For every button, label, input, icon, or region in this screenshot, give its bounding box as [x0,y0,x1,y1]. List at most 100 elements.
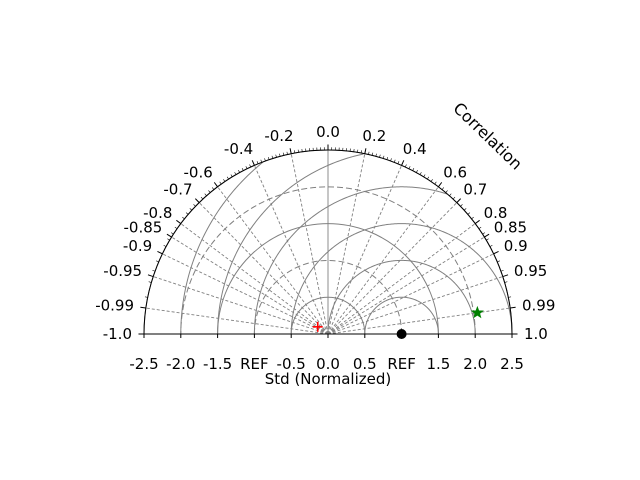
correlation-ray [328,187,438,334]
correlation-minor-tick [431,179,433,181]
correlation-minor-tick [201,197,203,199]
correlation-minor-tick [231,174,232,176]
correlation-minor-tick [167,239,169,240]
correlation-minor-tick [486,239,488,240]
correlation-ray [328,165,402,334]
correlation-minor-tick [398,161,399,164]
correlation-minor-tick [446,191,448,193]
correlation-minor-tick [490,245,492,246]
correlation-minor-tick [212,187,214,189]
correlation-tick-label: -1.0 [103,325,132,343]
correlation-minor-tick [479,227,481,229]
correlation-tick [214,182,217,186]
correlation-minor-tick [460,204,462,206]
correlation-tick-label: -0.2 [264,127,293,145]
x-tick-label: REF [240,355,269,373]
correlation-minor-tick [186,213,188,215]
correlation-minor-tick [405,165,406,168]
x-tick-label: -2.5 [129,355,158,373]
correlation-minor-tick [435,182,437,184]
correlation-minor-tick [265,158,266,161]
correlation-minor-tick [394,160,395,163]
correlation-ray [254,165,328,334]
correlation-minor-tick [208,191,210,193]
correlation-minor-tick [409,166,410,168]
correlation-minor-tick [497,261,500,262]
correlation-ray [328,203,457,334]
correlation-minor-tick [246,166,247,168]
correlation-tick [195,199,199,203]
correlation-tick-label: -0.7 [163,181,192,199]
correlation-minor-tick [238,170,239,172]
correlation-tick-label: 0.7 [463,181,487,199]
correlation-tick [157,251,162,253]
correlation-minor-tick [505,282,508,283]
correlation-tick-label: 0.6 [443,163,467,181]
x-tick-label: 1.5 [426,355,450,373]
correlation-minor-tick [223,179,225,181]
correlation-tick-label: 0.0 [316,123,340,141]
reference-marker [397,329,407,339]
correlation-tick-label: 1.0 [524,325,548,343]
correlation-minor-tick [220,182,222,184]
correlation-tick-label: 0.9 [504,237,528,255]
correlation-minor-tick [416,170,417,172]
correlation-minor-tick [156,261,159,262]
correlation-minor-tick [376,154,377,157]
correlation-ray [328,154,365,334]
correlation-minor-tick [391,158,392,161]
correlation-ray [172,237,328,334]
correlation-minor-tick [257,161,258,164]
rms-contour [254,187,447,334]
x-tick-label: -2.0 [166,355,195,373]
correlation-tick-label: -0.9 [123,237,152,255]
correlation-minor-tick [380,155,381,158]
correlation-minor-tick [442,187,444,189]
correlation-minor-tick [227,177,228,179]
correlation-minor-tick [453,197,455,199]
x-tick-label: 0.5 [353,355,377,373]
correlation-tick-label: 0.85 [494,219,527,237]
correlation-tick [494,251,499,253]
correlation-tick-label: 0.99 [522,297,555,315]
correlation-minor-tick [242,168,243,170]
x-tick-label: 2.0 [463,355,487,373]
correlation-minor-tick [272,156,273,159]
correlation-tick [475,220,479,223]
correlation-tick-label: 0.4 [403,140,427,158]
correlation-tick [438,182,441,186]
x-tick-label: -1.5 [203,355,232,373]
correlation-tick [484,234,489,237]
correlation-tick [402,160,404,165]
correlation-minor-tick [424,174,425,176]
correlation-minor-tick [175,227,177,229]
correlation-minor-tick [182,217,184,219]
correlation-tick-label: -0.6 [184,163,213,181]
correlation-ray [291,154,328,334]
correlation-minor-tick [472,217,474,219]
correlation-minor-tick [171,233,173,234]
correlation-minor-tick [250,165,251,168]
correlation-ray [218,187,328,334]
x-tick-label: 2.5 [500,355,524,373]
x-tick-label: -0.5 [277,355,306,373]
correlation-minor-tick [261,160,262,163]
correlation-tick-label: 0.2 [362,127,386,145]
correlation-tick [365,148,366,153]
correlation-minor-tick [152,270,155,271]
correlation-minor-tick [205,194,207,196]
correlation-axis-label: Correlation [449,99,526,174]
correlation-tick [176,220,180,223]
correlation-minor-tick [413,168,414,170]
correlation-minor-tick [449,194,451,196]
correlation-tick [290,148,291,153]
correlation-ray [153,277,328,334]
correlation-ray [328,254,494,334]
correlation-minor-tick [501,270,504,271]
correlation-tick-label: 0.95 [514,262,547,280]
correlation-tick-label: -0.99 [95,297,134,315]
correlation-minor-tick [190,208,192,210]
correlation-minor-tick [468,213,470,215]
correlation-minor-tick [464,208,466,210]
